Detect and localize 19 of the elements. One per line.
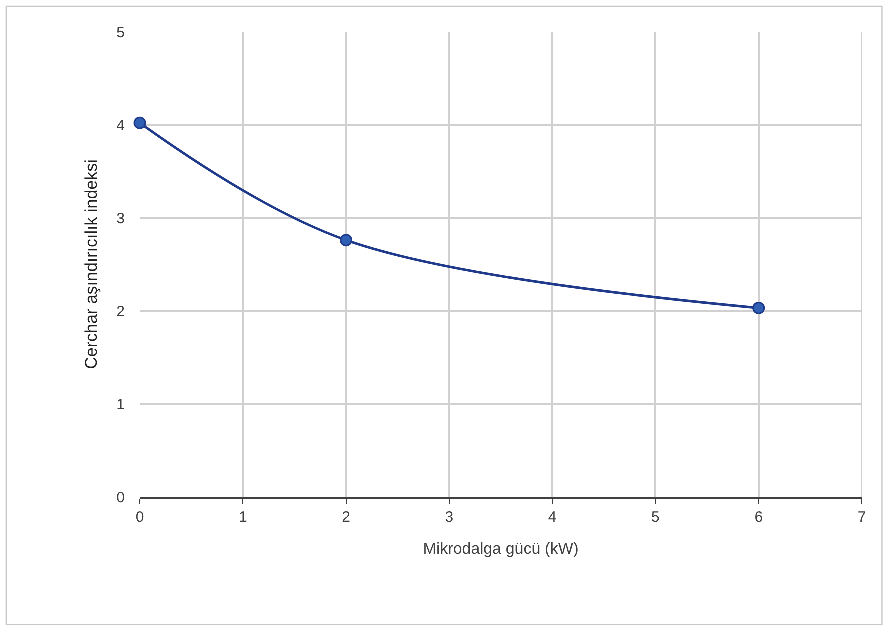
y-tick-label: 0 (116, 489, 125, 506)
x-tick-label: 1 (238, 508, 248, 526)
point (340, 234, 353, 247)
x-tick-label: 4 (548, 508, 557, 526)
point (752, 302, 766, 314)
y-axis-title: Cerchar aşındırıcılık indeksi (82, 160, 102, 370)
x-tick-label: 6 (754, 508, 764, 526)
x-tick-label: 2 (342, 508, 350, 526)
y-tick-label: 2 (116, 303, 125, 320)
x-tick-label: 5 (652, 508, 660, 526)
x-tick-label: 7 (858, 508, 866, 526)
y-tick-label: 3 (116, 210, 125, 228)
x-tick-label: 0 (136, 508, 144, 526)
x-axis-title: Mikrodalga gücü (kW) (423, 540, 579, 558)
y-tick-label: 5 (116, 24, 125, 42)
x-tick-label: 3 (445, 508, 454, 526)
y-tick-label: 1 (116, 396, 125, 414)
point (134, 116, 146, 130)
y-tick-label: 4 (116, 117, 125, 134)
